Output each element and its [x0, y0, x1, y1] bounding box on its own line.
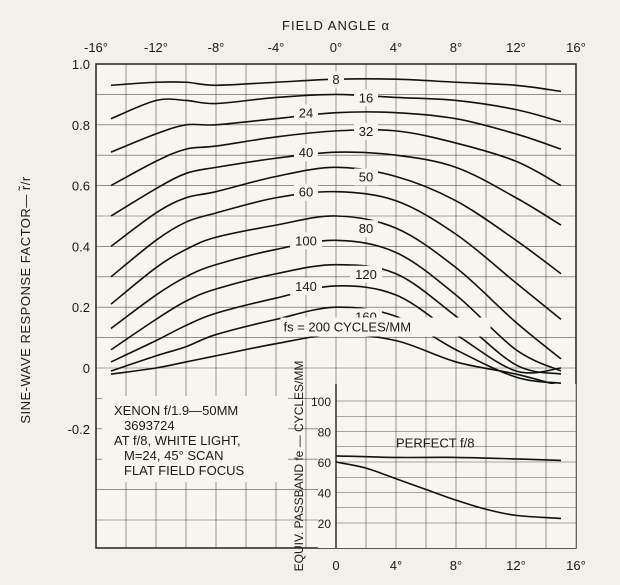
series-label-background	[290, 277, 322, 295]
annotation-line: M=24, 45° SCAN	[124, 448, 224, 463]
inset-series-line	[335, 461, 562, 520]
series-line	[110, 306, 562, 384]
series-label: 16	[359, 90, 373, 105]
inset-background	[318, 384, 576, 548]
inset-y-tick-label: 80	[318, 426, 332, 440]
y-tick-label: 0	[83, 361, 90, 376]
inset-series-label: PERFECT f/8	[396, 436, 475, 451]
series-label-background	[354, 89, 378, 107]
y-tick-label: 0.8	[72, 118, 90, 133]
top-tick-label: 12°	[506, 40, 526, 55]
bottom-tick-label: 8°	[450, 558, 462, 573]
series-line	[110, 333, 562, 388]
series-line	[110, 128, 562, 187]
annotation-line: FLAT FIELD FOCUS	[124, 463, 244, 478]
bottom-tick-label: 0	[332, 558, 339, 573]
top-tick-label: -4°	[268, 40, 285, 55]
series-line	[110, 215, 562, 360]
series-label-background	[354, 220, 378, 238]
series-label-background	[350, 265, 382, 283]
y-tick-label: -0.2	[68, 422, 90, 437]
y-tick-label: 0.2	[72, 300, 90, 315]
series-label: fs = 200 CYCLES/MM	[284, 320, 412, 335]
inset-series-line	[335, 455, 562, 462]
series-label: 100	[295, 233, 317, 248]
series-label-background	[328, 71, 344, 89]
y-tick-label: 0.6	[72, 179, 90, 194]
series-label: 80	[359, 221, 373, 236]
series-label-background	[294, 183, 318, 201]
top-tick-labels: -16° -12° -8° -4° 0° 4° 8° 12° 16°	[84, 40, 586, 55]
top-tick-label: 16°	[566, 40, 586, 55]
annotation-background	[102, 396, 288, 482]
series-label: 60	[299, 185, 313, 200]
inset-y-tick-label: 20	[318, 517, 332, 531]
series-label-background	[280, 317, 491, 337]
top-tick-label: 4°	[390, 40, 402, 55]
series-label: 140	[295, 279, 317, 294]
inset-y-axis-label: EQUIV. PASSBAND fe — CYCLES/MM	[292, 361, 306, 572]
series-label: 32	[359, 124, 373, 139]
series-label-background	[294, 144, 318, 162]
series-label-background	[290, 232, 322, 250]
top-tick-label: -8°	[208, 40, 225, 55]
inset-y-tick-label: 60	[318, 456, 332, 470]
top-tick-label: 8°	[450, 40, 462, 55]
inset-y-tick-label: 100	[311, 395, 331, 409]
y-tick-labels: 1.0 0.8 0.6 0.4 0.2 0 -0.2	[68, 57, 90, 437]
series-line	[110, 166, 562, 275]
annotation-line: XENON f/1.9—50MM	[114, 403, 238, 418]
series-line	[110, 78, 562, 93]
series-label: 120	[355, 267, 377, 282]
top-tick-label: -12°	[144, 40, 168, 55]
series-label-background	[354, 122, 378, 140]
bottom-tick-label: 16°	[566, 558, 586, 573]
annotation-line: 3693724	[124, 418, 175, 433]
series-line	[110, 263, 562, 375]
y-axis-label: SINE-WAVE RESPONSE FACTOR— r̃/r	[18, 176, 33, 424]
series-label: 50	[359, 169, 373, 184]
top-tick-label: 0°	[330, 40, 342, 55]
bottom-tick-label: 4°	[390, 558, 402, 573]
inset-y-tick-label: 40	[318, 487, 332, 501]
series-label: 40	[299, 145, 313, 160]
series-line	[110, 93, 562, 123]
inset-passband-chart: 100 80 60 40 20 EQUIV. PASSBAND fe — CYCLES/M…	[292, 361, 586, 573]
y-tick-label: 1.0	[72, 57, 90, 72]
series-label: 24	[299, 106, 313, 121]
bottom-tick-label: 12°	[506, 558, 526, 573]
series-label-background	[354, 168, 378, 186]
chart-title: FIELD ANGLE α	[282, 18, 390, 33]
y-tick-label: 0.4	[72, 239, 90, 254]
series-label-background	[294, 104, 318, 122]
top-tick-label: -16°	[84, 40, 108, 55]
series-label: 8	[332, 72, 339, 87]
annotation-line: AT f/8, WHITE LIGHT,	[114, 433, 241, 448]
